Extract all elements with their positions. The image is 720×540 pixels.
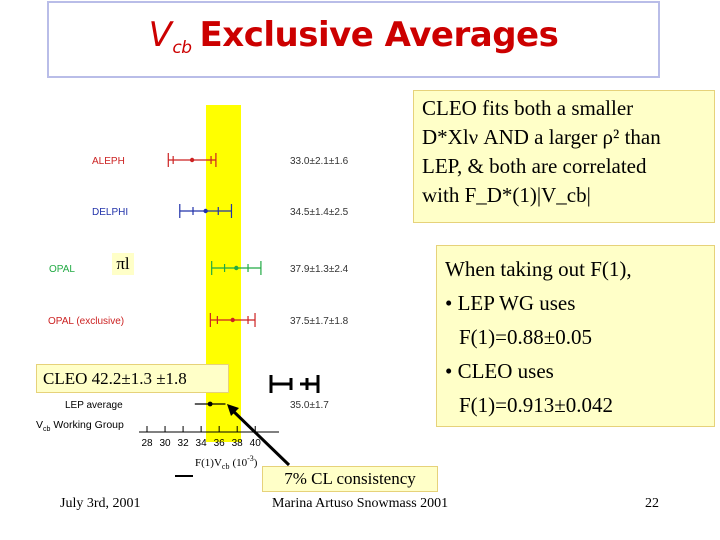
title-box: Vcb Exclusive Averages [47,1,660,78]
experiment-label: OPAL [49,264,75,275]
x-tick-label: 32 [178,438,190,449]
x-tick-label: 28 [141,438,153,449]
pi-l-label: πl [112,253,134,275]
x-tick-label: 30 [159,438,171,449]
average-label: LEP average [65,400,123,411]
note-right-line-1: When taking out F(1), [445,257,632,281]
pointer-arrow-head [227,404,239,416]
note-right-line-2: • LEP WG uses [445,291,576,315]
x-axis-label: F(1)Vcb (10-3) [195,454,258,471]
cleo-result-label: CLEO 42.2±1.3 ±1.8 [36,364,229,393]
footer-date: July 3rd, 2001 [60,496,141,511]
note-right-line-3: F(1)=0.88±0.05 [459,325,593,349]
note-top-line-3: LEP, & both are correlated [422,154,647,178]
note-top-line-1: CLEO fits both a smaller [422,96,634,120]
average-point [207,401,213,407]
note-right-line-4: • CLEO uses [445,359,554,383]
average-value: 35.0±1.7 [290,400,329,411]
x-tick-label: 36 [214,438,226,449]
experiment-label: OPAL (exclusive) [48,316,124,327]
footer-author: Marina Artuso Snowmass 2001 [272,496,449,511]
data-point [230,317,235,323]
experiment-label: DELPHI [92,207,128,218]
data-point [189,157,195,163]
data-point [203,208,208,214]
experiment-label: ALEPH [92,156,125,167]
x-tick-label: 40 [250,438,262,449]
note-right-line-5: F(1)=0.913±0.042 [459,393,614,417]
x-tick-label: 34 [196,438,208,449]
experiment-value: 34.5±1.4±2.5 [290,207,349,218]
data-point [234,265,239,271]
experiment-value: 37.5±1.7±1.8 [290,316,349,327]
cl-consistency-label: 7% CL consistency [262,466,438,492]
x-tick-label: 38 [232,438,244,449]
group-label: Vcb Working Group [36,419,124,433]
footer-page-number: 22 [645,496,659,511]
slide-title: Vcb Exclusive Averages [148,15,559,58]
note-top-line-4: with F_D*(1)|V_cb| [422,183,591,207]
experiment-value: 37.9±1.3±2.4 [290,264,349,275]
note-top-line-2: D*Xlν AND a larger ρ² than [422,125,661,149]
cleo-fit-note: CLEO fits both a smaller D*Xlν AND a lar… [413,90,715,223]
f1-note: When taking out F(1), • LEP WG uses F(1)… [436,245,715,427]
experiment-value: 33.0±2.1±1.6 [290,156,349,167]
pointer-arrow [228,406,291,467]
cleo-lep-comparison-marks [269,375,320,393]
